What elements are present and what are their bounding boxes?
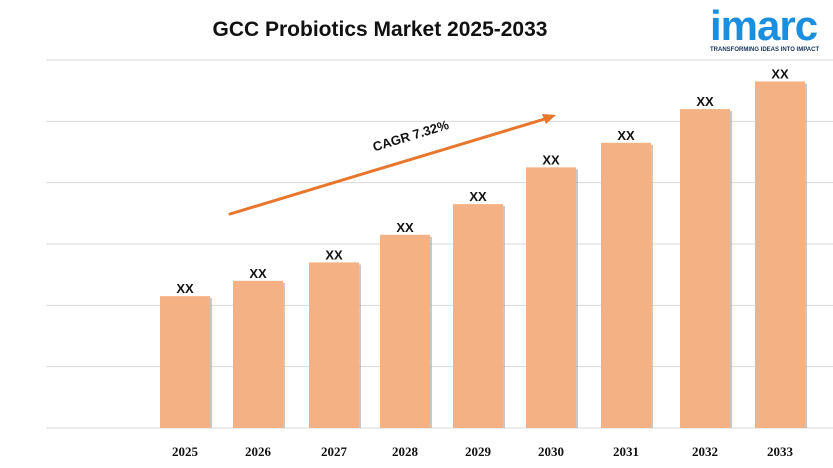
cagr-arrow (228, 116, 550, 216)
data-label-2030: XX (542, 152, 560, 167)
logo-wordmark: imarc (710, 2, 818, 49)
data-label-2025: XX (176, 281, 194, 296)
x-axis-tick-labels: 2025 2026 2027 2028 2029 2030 2031 2032 2033 (172, 444, 794, 459)
data-label-2026: XX (249, 266, 267, 281)
data-label-2029: XX (469, 189, 487, 204)
data-label-2033: XX (771, 66, 789, 81)
bar-2029 (453, 204, 503, 428)
data-label-2028: XX (396, 220, 414, 235)
x-tick-2028: 2028 (392, 444, 419, 459)
x-tick-2032: 2032 (692, 444, 718, 459)
x-tick-2031: 2031 (613, 444, 639, 459)
cagr-annotation: CAGR 7.32% (228, 114, 556, 216)
bar-2025 (160, 296, 210, 428)
cagr-label: CAGR 7.32% (371, 117, 451, 154)
bar-2030 (526, 167, 576, 429)
bar-2033 (755, 81, 805, 428)
logo-tagline: TRANSFORMING IDEAS INTO IMPACT (710, 47, 820, 53)
x-tick-2027: 2027 (321, 444, 348, 459)
x-tick-2026: 2026 (245, 444, 272, 459)
chart-title: GCC Probiotics Market 2025-2033 (212, 18, 548, 41)
bars (160, 81, 807, 429)
bar-2026 (233, 280, 283, 428)
bar-2027 (309, 262, 359, 428)
imarc-logo: imarc TRANSFORMING IDEAS INTO IMPACT (708, 4, 826, 56)
x-tick-2033: 2033 (767, 444, 794, 459)
bar-2028 (380, 234, 430, 428)
bar-2032 (680, 109, 730, 429)
data-label-2027: XX (325, 247, 343, 262)
x-tick-2025: 2025 (172, 444, 199, 459)
data-label-2032: XX (696, 94, 714, 109)
cagr-arrow-head (542, 114, 556, 124)
x-tick-2029: 2029 (465, 444, 492, 459)
data-label-2031: XX (617, 128, 635, 143)
bar-2031 (601, 142, 651, 429)
data-labels: XX XX XX XX XX XX XX XX XX (176, 66, 789, 296)
x-tick-2030: 2030 (538, 444, 564, 459)
